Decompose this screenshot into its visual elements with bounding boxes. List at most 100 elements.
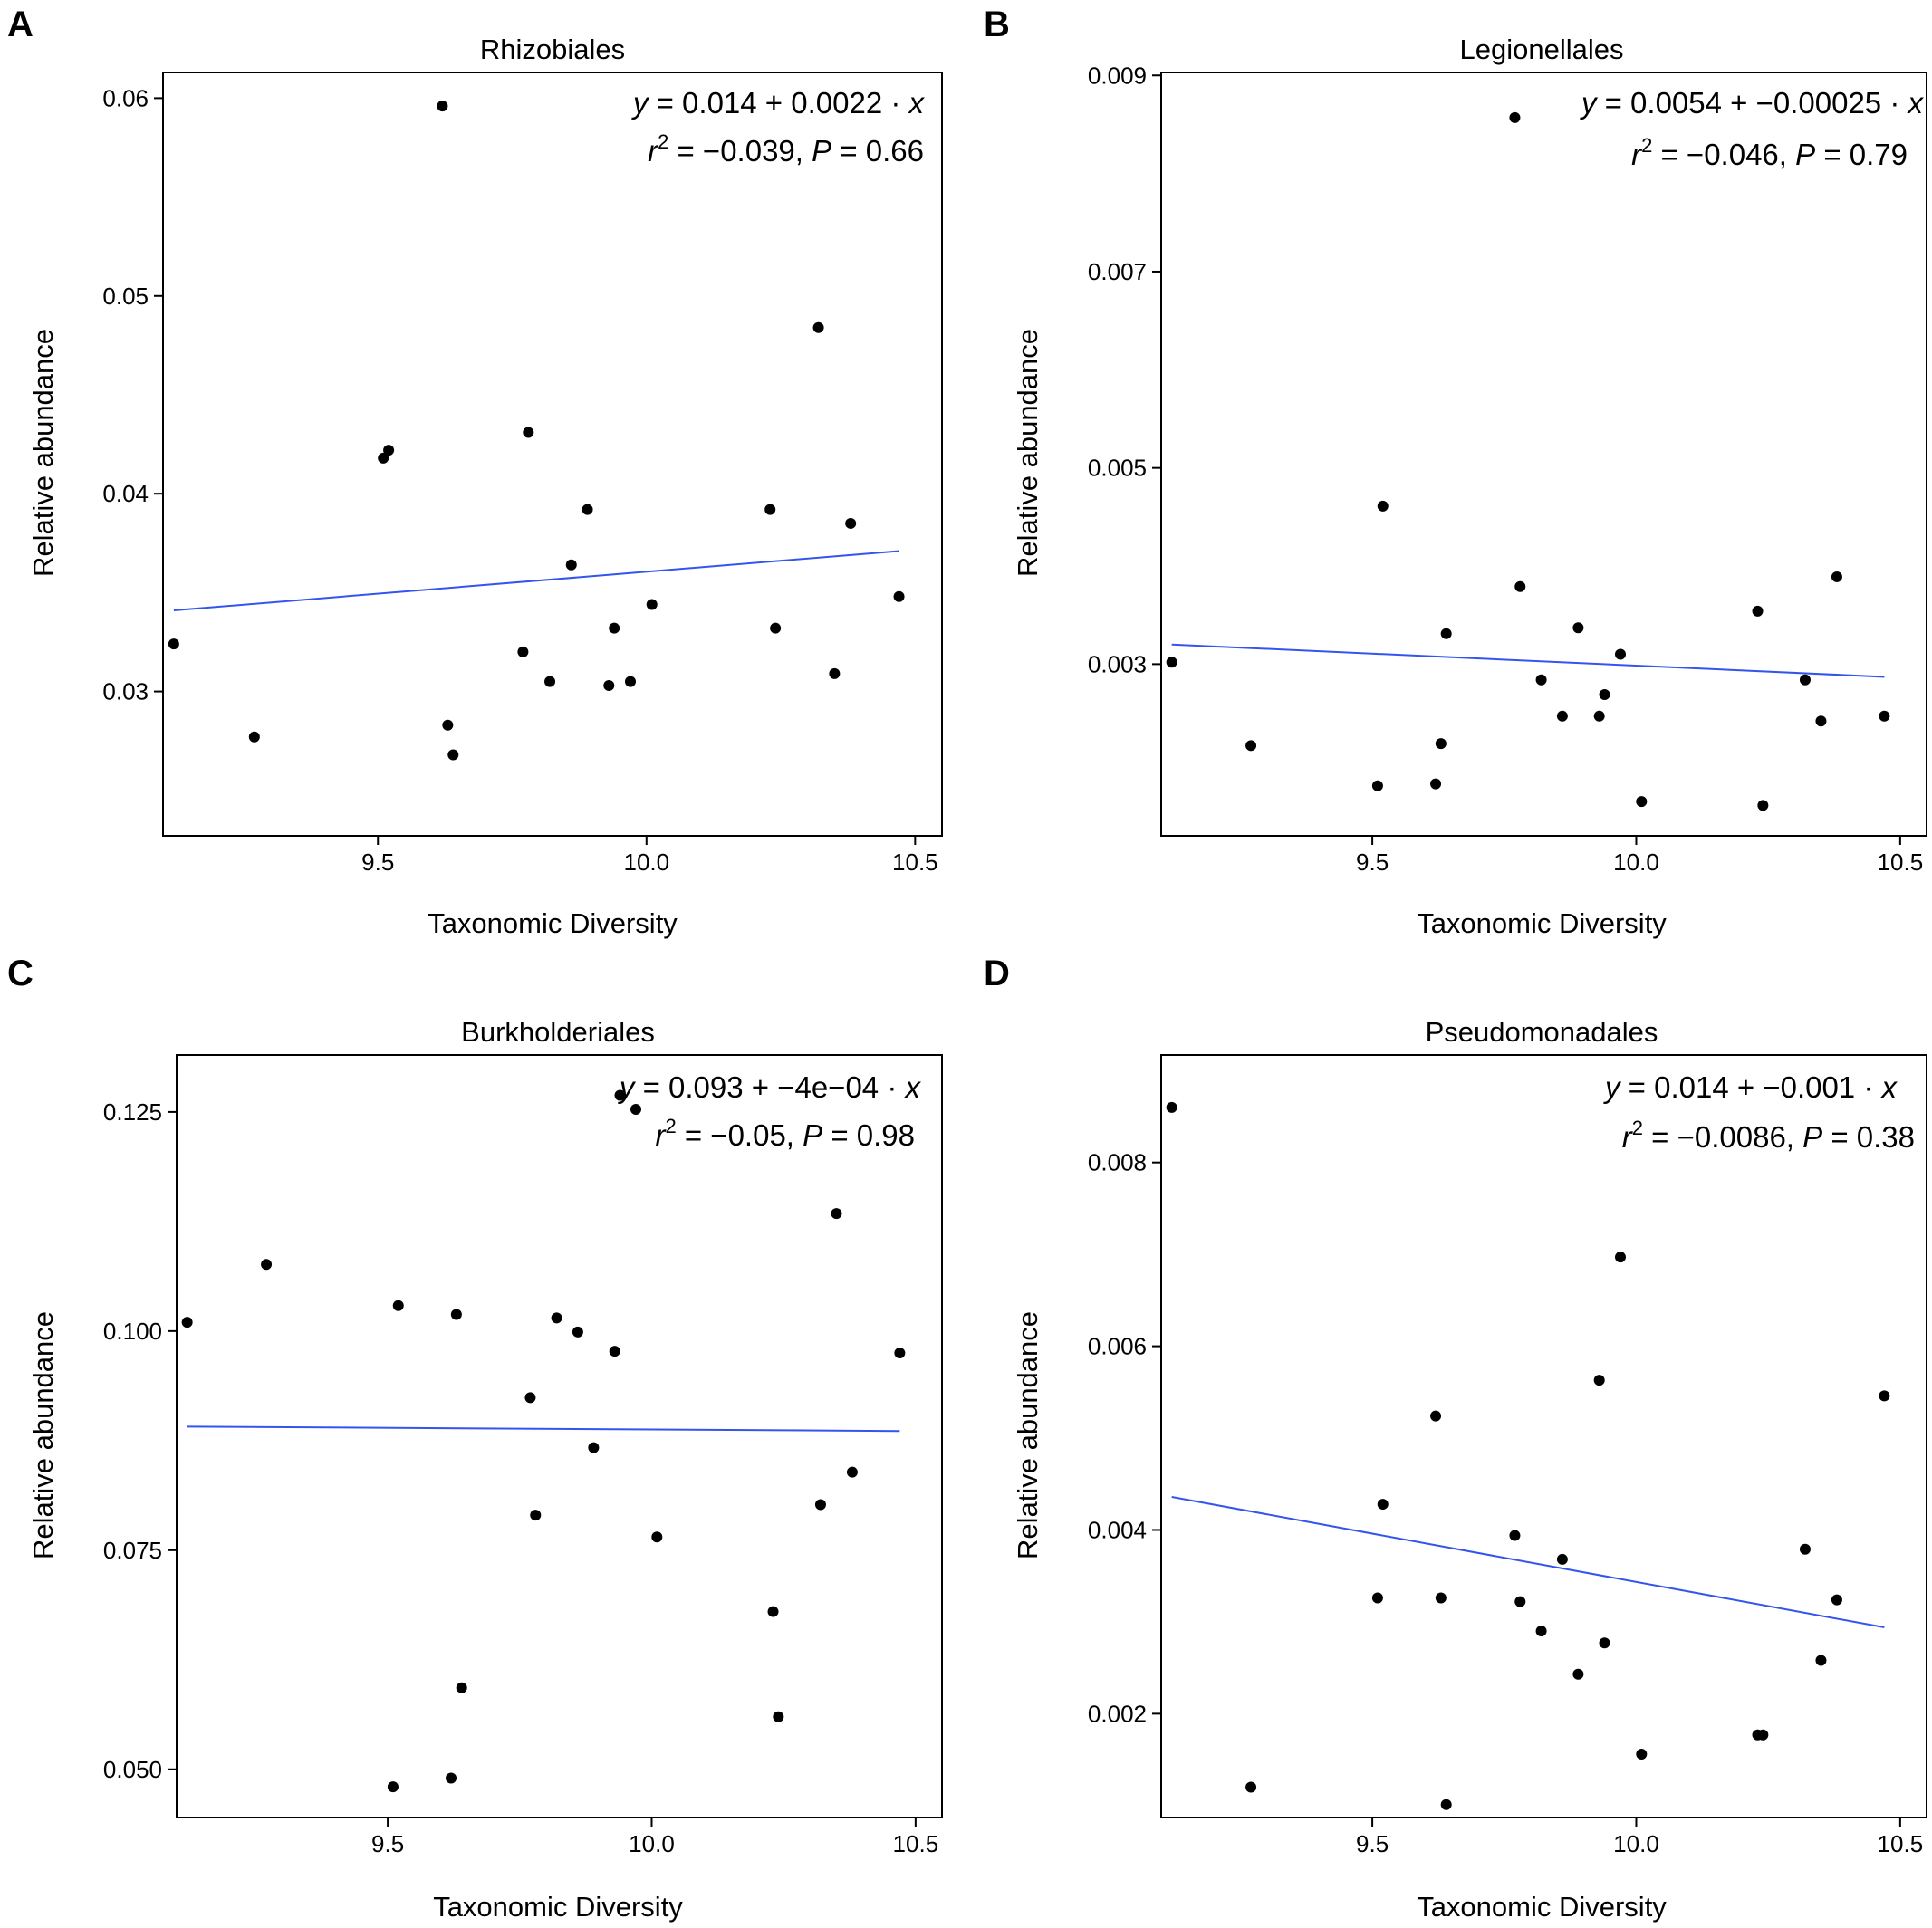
- data-point: [1572, 1668, 1584, 1680]
- regression-line: [1171, 643, 1885, 678]
- data-point: [1535, 674, 1547, 686]
- data-point: [523, 427, 534, 438]
- panel-letter: A: [7, 5, 34, 44]
- data-point: [893, 590, 905, 602]
- x-tick-label: 10.0: [629, 1830, 675, 1857]
- data-point: [767, 1606, 779, 1617]
- regression-stats: r2 = −0.0086, P = 0.38: [1622, 1117, 1915, 1154]
- panel-letter: C: [7, 954, 34, 993]
- y-tick-label: 0.002: [1088, 1700, 1147, 1727]
- data-point: [1593, 1375, 1605, 1386]
- data-point: [378, 452, 389, 464]
- data-point: [1371, 1592, 1383, 1604]
- data-point: [651, 1531, 663, 1543]
- regression-stats: r2 = −0.05, P = 0.98: [655, 1115, 915, 1152]
- data-point: [1615, 648, 1626, 660]
- y-tick-label: 0.06: [102, 84, 149, 111]
- x-tick-label: 10.5: [1878, 849, 1924, 876]
- panel-letter: D: [984, 954, 1010, 993]
- data-point: [1879, 710, 1890, 722]
- data-point: [1757, 1729, 1769, 1741]
- x-tick-label: 10.5: [893, 1830, 939, 1857]
- data-point: [530, 1510, 542, 1521]
- y-tick-label: 0.005: [1088, 455, 1147, 482]
- data-point: [764, 504, 776, 515]
- data-point: [1166, 1101, 1177, 1113]
- data-point: [1815, 1655, 1827, 1666]
- data-point: [1535, 1626, 1547, 1637]
- data-point: [831, 1208, 842, 1220]
- regression-equation: y = 0.014 + −0.001 · x: [1603, 1070, 1898, 1104]
- data-point: [1440, 1799, 1452, 1810]
- regression-line: [187, 1425, 900, 1433]
- data-point: [646, 599, 658, 610]
- data-point: [609, 622, 620, 634]
- regression-line: [173, 550, 899, 612]
- x-axis-label: Taxonomic Diversity: [1417, 1891, 1667, 1923]
- data-point: [1556, 1553, 1568, 1565]
- y-tick-label: 0.100: [103, 1318, 162, 1345]
- data-point: [1636, 1749, 1648, 1760]
- data-point: [773, 1711, 784, 1722]
- regression-equation: y = 0.093 + −4e−04 · x: [618, 1070, 922, 1104]
- data-point: [1831, 1594, 1842, 1606]
- data-point: [894, 1348, 906, 1359]
- regression-stats: r2 = −0.039, P = 0.66: [648, 130, 924, 168]
- data-point: [1615, 1252, 1626, 1263]
- y-tick-label: 0.075: [103, 1537, 162, 1564]
- y-tick-label: 0.004: [1088, 1516, 1147, 1543]
- data-point: [442, 719, 454, 731]
- data-point: [1636, 796, 1648, 808]
- x-tick-label: 10.0: [623, 849, 669, 876]
- data-point: [446, 1772, 457, 1784]
- data-point: [447, 749, 459, 761]
- data-point: [1572, 622, 1584, 634]
- data-point: [261, 1259, 273, 1271]
- x-tick-label: 9.5: [1356, 849, 1389, 876]
- data-point: [1514, 1596, 1526, 1607]
- data-point: [383, 445, 395, 456]
- panel-letter: B: [984, 5, 1010, 44]
- panel-d: D Pseudomonadales Relative abundance Tax…: [984, 954, 1927, 1923]
- y-tick-label: 0.125: [103, 1098, 162, 1126]
- panel-a: A Rhizobiales Relative abundance Taxonom…: [7, 5, 943, 939]
- data-point: [614, 1089, 626, 1101]
- data-point: [572, 1326, 583, 1338]
- x-tick-label: 10.5: [1878, 1830, 1924, 1857]
- data-point: [1599, 1637, 1610, 1649]
- y-tick-label: 0.003: [1088, 650, 1147, 677]
- data-point: [630, 1104, 641, 1116]
- data-point: [517, 646, 529, 657]
- data-point: [450, 1309, 462, 1320]
- data-point: [1430, 778, 1442, 790]
- data-point: [625, 676, 636, 687]
- x-tick-label: 9.5: [1356, 1830, 1389, 1857]
- data-point: [1371, 780, 1383, 791]
- y-tick-label: 0.006: [1088, 1333, 1147, 1360]
- data-point: [524, 1392, 536, 1404]
- data-point: [829, 667, 841, 679]
- panel-c: C Burkholderiales Relative abundance Tax…: [7, 954, 943, 1923]
- y-tick-label: 0.008: [1088, 1149, 1147, 1176]
- plot-frame: [1160, 1054, 1927, 1818]
- data-point: [1440, 628, 1452, 639]
- data-point: [1556, 710, 1568, 722]
- y-tick-label: 0.050: [103, 1756, 162, 1783]
- y-axis-label: Relative abundance: [1012, 1311, 1043, 1559]
- regression-stats: r2 = −0.046, P = 0.79: [1631, 134, 1908, 171]
- data-point: [551, 1312, 562, 1324]
- data-point: [248, 731, 260, 743]
- y-tick-label: 0.05: [102, 283, 149, 310]
- data-point: [1377, 500, 1389, 512]
- data-point: [1245, 740, 1257, 752]
- data-point: [1514, 580, 1526, 592]
- plot-frame: [1160, 72, 1927, 837]
- data-point: [588, 1442, 600, 1453]
- regression-equation: y = 0.014 + 0.0022 · x: [631, 86, 926, 120]
- chart-title: Burkholderiales: [461, 1016, 655, 1048]
- chart-title: Legionellales: [1460, 34, 1624, 65]
- data-point: [812, 321, 824, 333]
- data-point: [168, 638, 179, 650]
- y-tick-label: 0.04: [102, 480, 149, 507]
